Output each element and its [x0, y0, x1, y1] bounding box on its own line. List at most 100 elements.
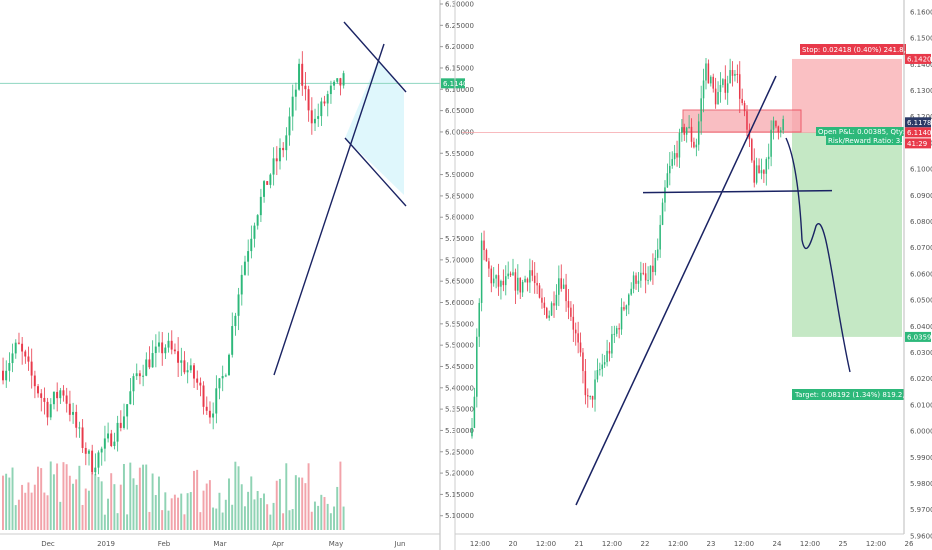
- candle: [78, 427, 81, 429]
- x-tick-label: 12:00: [602, 540, 622, 548]
- volume-bar: [224, 499, 227, 530]
- y-tick-label: 6.15000: [910, 35, 932, 43]
- volume-bar: [237, 466, 240, 530]
- volume-bar: [278, 478, 281, 530]
- x-tick-label: 2019: [97, 540, 115, 548]
- volume-bar: [253, 499, 256, 530]
- volume-bar: [189, 492, 192, 530]
- volume-bar: [148, 511, 151, 530]
- candle: [570, 307, 572, 317]
- candle: [94, 467, 97, 473]
- y-tick-label: 5.60000: [445, 299, 474, 307]
- y-tick-label: 6.00000: [910, 428, 932, 436]
- candle: [519, 277, 521, 293]
- candle: [21, 343, 24, 352]
- volume-bar: [27, 482, 30, 530]
- candle: [97, 452, 100, 468]
- candle: [741, 98, 743, 104]
- volume-bar: [142, 464, 145, 530]
- candle: [538, 285, 541, 298]
- candle: [30, 361, 33, 376]
- candle: [110, 433, 113, 447]
- candle: [483, 240, 485, 251]
- volume-bar: [275, 480, 278, 530]
- candle: [514, 272, 517, 291]
- candle: [772, 120, 775, 130]
- candle: [661, 202, 664, 225]
- volume-bar: [193, 470, 195, 530]
- candle: [291, 96, 294, 117]
- candle: [591, 395, 594, 400]
- candle: [676, 153, 678, 158]
- y-tick-label: 5.40000: [445, 384, 474, 392]
- candle: [313, 118, 316, 124]
- volume-bar: [129, 462, 132, 530]
- volume-bar: [167, 510, 170, 530]
- candle: [558, 278, 560, 295]
- candle: [247, 251, 250, 262]
- candle: [269, 174, 272, 185]
- candle: [186, 370, 189, 373]
- candle: [517, 277, 519, 291]
- x-tick-label: Mar: [213, 540, 226, 548]
- volume-bar: [126, 514, 129, 530]
- candle: [688, 126, 690, 128]
- volume-bar: [132, 478, 135, 530]
- y-tick-label: 6.02000: [910, 375, 932, 383]
- volume-bar: [282, 513, 285, 530]
- volume-bar: [231, 504, 234, 530]
- candle: [228, 354, 230, 376]
- candle: [693, 141, 695, 148]
- candle: [512, 272, 514, 276]
- candle: [649, 265, 652, 280]
- y-tick-label: 5.85000: [445, 192, 474, 200]
- candle: [170, 340, 173, 350]
- volume-bar: [11, 467, 14, 530]
- volume-bar: [122, 463, 125, 530]
- candle: [151, 353, 154, 368]
- candle: [215, 388, 218, 414]
- x-tick-label: 12:00: [866, 540, 886, 548]
- volume-bar: [240, 484, 243, 530]
- last-price-label: 6.11400: [443, 80, 472, 88]
- volume-bar: [294, 475, 297, 530]
- countdown-label: 41:29: [907, 140, 927, 148]
- candle: [521, 281, 524, 293]
- candle: [218, 378, 221, 389]
- candle: [620, 307, 623, 330]
- candle: [572, 316, 575, 330]
- candle: [205, 406, 208, 411]
- volume-bar: [301, 477, 304, 530]
- candle: [129, 391, 132, 405]
- x-tick-label: 21: [575, 540, 584, 548]
- candle: [87, 450, 90, 454]
- y-tick-label: 5.25000: [445, 448, 474, 456]
- candle: [777, 126, 780, 133]
- candle: [301, 63, 304, 86]
- candle: [135, 373, 138, 377]
- candle: [577, 333, 579, 343]
- stop-zone: [792, 58, 902, 133]
- last-price-badge: [441, 78, 465, 89]
- candle: [681, 127, 683, 133]
- candle: [734, 73, 736, 76]
- volume-bar: [329, 513, 332, 530]
- candle: [263, 181, 265, 197]
- volume-bar: [59, 501, 62, 530]
- candle: [224, 375, 227, 377]
- candle: [116, 422, 119, 442]
- volume-bar: [62, 462, 65, 530]
- x-tick-label: 25: [839, 540, 848, 548]
- y-tick-label: 6.05000: [910, 297, 932, 305]
- candle: [644, 273, 647, 281]
- x-tick-label: Apr: [272, 540, 284, 548]
- x-tick-label: 12:00: [470, 540, 490, 548]
- candle: [167, 340, 170, 348]
- candle: [726, 83, 729, 93]
- volume-bar: [138, 467, 141, 530]
- entry-price-label: 6.11400: [907, 129, 932, 137]
- volume-bar: [151, 473, 154, 530]
- candle: [142, 375, 145, 377]
- candle: [690, 126, 693, 142]
- y-tick-label: 6.09000: [910, 192, 932, 200]
